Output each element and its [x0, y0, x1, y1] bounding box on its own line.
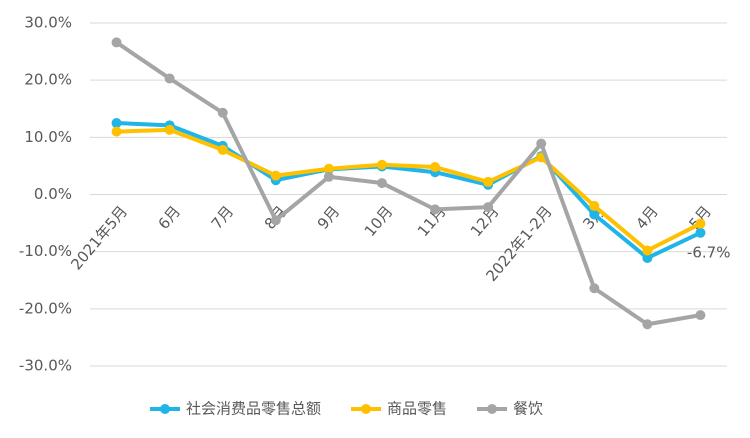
- point: [642, 252, 653, 263]
- point: [483, 202, 494, 213]
- legend-label: 社会消费品零售总额: [186, 400, 321, 418]
- series-line: [116, 127, 702, 253]
- point: [376, 178, 387, 189]
- y-tick-label: -30.0%: [19, 357, 72, 375]
- point: [695, 310, 706, 321]
- legend-marker: [160, 404, 170, 414]
- y-tick-label: 20.0%: [24, 71, 72, 89]
- point: [270, 170, 281, 181]
- series-line: [116, 121, 702, 260]
- point: [536, 138, 547, 149]
- x-tick-label: 2021年5月: [67, 202, 131, 273]
- point: [589, 209, 600, 220]
- point: [376, 159, 387, 170]
- legend-marker: [361, 404, 372, 414]
- point: [164, 73, 175, 84]
- point: [111, 118, 122, 129]
- point: [695, 218, 706, 229]
- point: [430, 162, 441, 173]
- series-line: [115, 40, 701, 327]
- point: [217, 144, 228, 155]
- legend-label: 商品零售: [387, 400, 447, 418]
- point: [589, 283, 600, 294]
- point: [323, 163, 334, 174]
- point: [642, 319, 653, 330]
- y-tick-label: -20.0%: [19, 299, 72, 317]
- x-tick-label: 9月: [314, 202, 344, 232]
- point: [164, 124, 175, 135]
- point: [111, 126, 122, 137]
- y-tick-label: -10.0%: [19, 242, 72, 260]
- point: [589, 200, 600, 211]
- y-tick-label: 30.0%: [24, 14, 72, 32]
- point: [430, 204, 441, 215]
- x-tick-label: 6月: [155, 202, 185, 232]
- point: [642, 245, 653, 256]
- point: [483, 176, 494, 187]
- y-tick-label: 0.0%: [34, 185, 72, 203]
- y-tick-label: 10.0%: [24, 128, 72, 146]
- point: [217, 107, 228, 118]
- point: [323, 171, 334, 182]
- point: [695, 227, 706, 238]
- x-tick-label: 7月: [208, 202, 238, 232]
- point: [270, 215, 281, 226]
- legend-marker: [487, 404, 498, 414]
- value-label: -6.7%: [687, 243, 731, 261]
- legend-label: 餐饮: [513, 400, 543, 418]
- x-tick-label: 10月: [361, 202, 397, 240]
- point: [111, 37, 122, 48]
- x-tick-label: 4月: [632, 202, 662, 232]
